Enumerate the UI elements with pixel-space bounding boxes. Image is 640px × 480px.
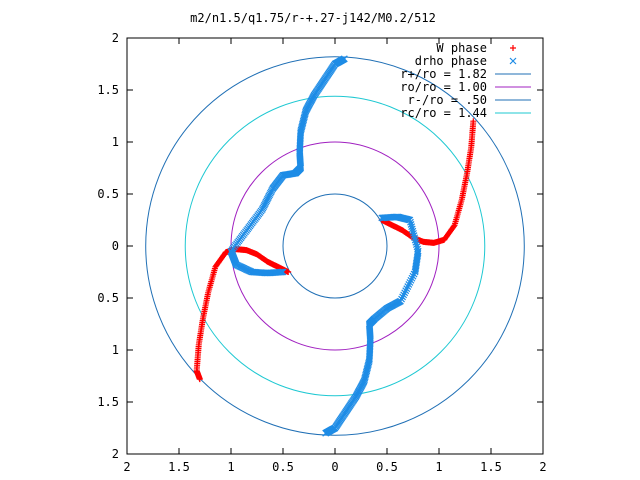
y-tick-label: 0.5: [97, 187, 119, 201]
x-tick-label: 1: [227, 460, 234, 474]
w-phase-point: [213, 262, 220, 269]
drho-phase-point: [399, 293, 407, 301]
y-axis: 2 1.5 1 0.5 0 0.5 1 1.5 2: [97, 31, 543, 461]
w-phase-series: [193, 118, 477, 383]
drho-phase-point: [404, 283, 412, 290]
legend-label: W phase: [436, 41, 487, 55]
chart-title: m2/n1.5/q1.75/r-+.27-j142/M0.2/512: [190, 11, 436, 25]
x-tick-label: 2: [539, 460, 546, 474]
x-tick-label: 0.5: [376, 460, 398, 474]
y-tick-label: 1.5: [97, 395, 119, 409]
reference-circle: [230, 141, 440, 351]
drho-phase-point: [279, 268, 287, 276]
y-tick-label: 1.5: [97, 83, 119, 97]
reference-circle: [145, 56, 525, 436]
drho-phase-point: [397, 297, 404, 305]
drho-phase-point: [398, 295, 405, 303]
x-tick-label: 1: [435, 460, 442, 474]
drho-phase-point: [408, 274, 416, 282]
reference-circle: [282, 193, 388, 299]
legend-label: drho phase: [415, 54, 487, 68]
legend-label: r-/ro = .50: [408, 93, 487, 107]
y-tick-label: 0.5: [97, 291, 119, 305]
drho-phase-point: [406, 278, 414, 286]
x-axis: 2 1.5 1 0.5 0 0.5 1 1.5 2: [123, 38, 547, 474]
drho-phase-point: [401, 289, 409, 297]
legend-label: ro/ro = 1.00: [400, 80, 487, 94]
reference-circle: [184, 95, 486, 397]
x-tick-label: 0: [331, 460, 338, 474]
drho-phase-point: [509, 57, 517, 65]
drho-phase-point: [400, 291, 408, 299]
w-phase-point: [196, 376, 203, 383]
x-tick-label: 1.5: [168, 460, 190, 474]
legend-label: rc/ro = 1.44: [400, 106, 487, 120]
y-tick-label: 2: [112, 447, 119, 461]
w-phase-point: [450, 223, 457, 230]
drho-phase-point: [409, 272, 417, 280]
x-tick-label: 2: [123, 460, 130, 474]
drho-phase-point: [380, 214, 388, 222]
w-phase-point: [510, 45, 516, 51]
drho-phase-point: [379, 214, 387, 222]
w-phase-point: [470, 118, 477, 125]
drho-phase-point: [277, 268, 285, 276]
drho-phase-point: [407, 276, 415, 284]
y-tick-label: 1: [112, 135, 119, 149]
drho-phase-series: [227, 55, 422, 437]
y-tick-label: 2: [112, 31, 119, 45]
drho-phase-point: [402, 287, 410, 295]
data-series: [193, 55, 477, 437]
y-tick-label: 1: [112, 343, 119, 357]
drho-phase-point: [403, 285, 411, 293]
legend-label: r+/ro = 1.82: [400, 67, 487, 81]
y-tick-label: 0: [112, 239, 119, 253]
x-tick-label: 0.5: [272, 460, 294, 474]
drho-phase-point: [278, 268, 286, 276]
drho-phase-point: [405, 281, 413, 288]
x-tick-label: 1.5: [480, 460, 502, 474]
drho-phase-point: [378, 214, 386, 222]
